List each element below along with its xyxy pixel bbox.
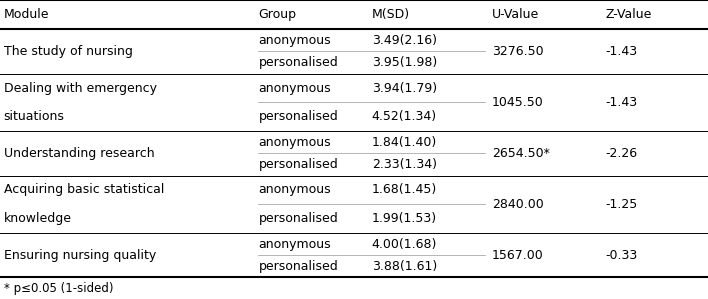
Text: U-Value: U-Value [492, 8, 539, 21]
Text: 3.95(1.98): 3.95(1.98) [372, 56, 437, 69]
Text: * p≤0.05 (1-sided): * p≤0.05 (1-sided) [4, 282, 113, 295]
Text: 1045.50: 1045.50 [492, 96, 544, 109]
Text: Acquiring basic statistical: Acquiring basic statistical [4, 184, 164, 196]
Text: 1.68(1.45): 1.68(1.45) [372, 184, 437, 196]
Text: Z-Value: Z-Value [605, 8, 652, 21]
Text: Group: Group [258, 8, 297, 21]
Text: personalised: personalised [258, 110, 338, 123]
Text: 4.00(1.68): 4.00(1.68) [372, 238, 437, 251]
Text: -1.43: -1.43 [605, 96, 637, 109]
Text: 2840.00: 2840.00 [492, 198, 544, 211]
Text: 3.88(1.61): 3.88(1.61) [372, 260, 437, 273]
Text: 4.52(1.34): 4.52(1.34) [372, 110, 437, 123]
Text: Ensuring nursing quality: Ensuring nursing quality [4, 249, 156, 262]
Text: 3.49(2.16): 3.49(2.16) [372, 34, 437, 47]
Text: -0.33: -0.33 [605, 249, 638, 262]
Text: anonymous: anonymous [258, 238, 331, 251]
Text: anonymous: anonymous [258, 34, 331, 47]
Text: -1.25: -1.25 [605, 198, 638, 211]
Text: M(SD): M(SD) [372, 8, 410, 21]
Text: personalised: personalised [258, 56, 338, 69]
Text: situations: situations [4, 110, 64, 123]
Text: Dealing with emergency: Dealing with emergency [4, 82, 156, 94]
Text: 2654.50*: 2654.50* [492, 147, 550, 160]
Text: personalised: personalised [258, 260, 338, 273]
Text: knowledge: knowledge [4, 212, 72, 225]
Text: 2.33(1.34): 2.33(1.34) [372, 158, 437, 171]
Text: personalised: personalised [258, 158, 338, 171]
Text: -1.43: -1.43 [605, 45, 637, 58]
Text: anonymous: anonymous [258, 82, 331, 94]
Text: Understanding research: Understanding research [4, 147, 154, 160]
Text: anonymous: anonymous [258, 136, 331, 149]
Text: The study of nursing: The study of nursing [4, 45, 132, 58]
Text: personalised: personalised [258, 212, 338, 225]
Text: 1567.00: 1567.00 [492, 249, 544, 262]
Text: 1.99(1.53): 1.99(1.53) [372, 212, 437, 225]
Text: 3.94(1.79): 3.94(1.79) [372, 82, 437, 94]
Text: 3276.50: 3276.50 [492, 45, 544, 58]
Text: 1.84(1.40): 1.84(1.40) [372, 136, 437, 149]
Text: Module: Module [4, 8, 49, 21]
Text: -2.26: -2.26 [605, 147, 637, 160]
Text: anonymous: anonymous [258, 184, 331, 196]
